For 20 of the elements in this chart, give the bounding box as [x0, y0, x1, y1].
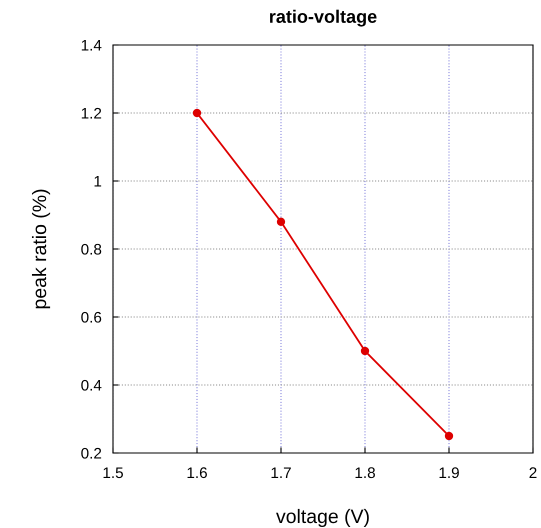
y-tick-label: 0.6: [81, 312, 102, 323]
x-tick-label: 1.9: [440, 467, 459, 478]
point: [444, 432, 454, 440]
point: [360, 346, 370, 356]
y-tick-label: 0.2: [81, 448, 102, 459]
point: [192, 108, 202, 118]
y-tick-label: 0.4: [81, 380, 102, 391]
x-tick-label: 1.8: [356, 467, 375, 478]
chart-title: ratio-voltage: [270, 10, 377, 27]
x-axis-title: voltage (V): [276, 508, 369, 528]
x-tick-label: 1.7: [272, 467, 291, 478]
y-tick-label: 1.4: [82, 40, 102, 51]
x-tick-label: 2: [530, 467, 536, 478]
y-tick-label: 1.2: [82, 108, 102, 119]
y-tick-label: 1: [94, 176, 102, 187]
x-tick-label: 1.5: [104, 467, 123, 478]
point: [276, 218, 286, 226]
y-axis-title: peak ratio (%): [32, 190, 50, 308]
y-tick-label: 0.8: [81, 244, 102, 255]
x-tick-label: 1.6: [188, 467, 207, 478]
